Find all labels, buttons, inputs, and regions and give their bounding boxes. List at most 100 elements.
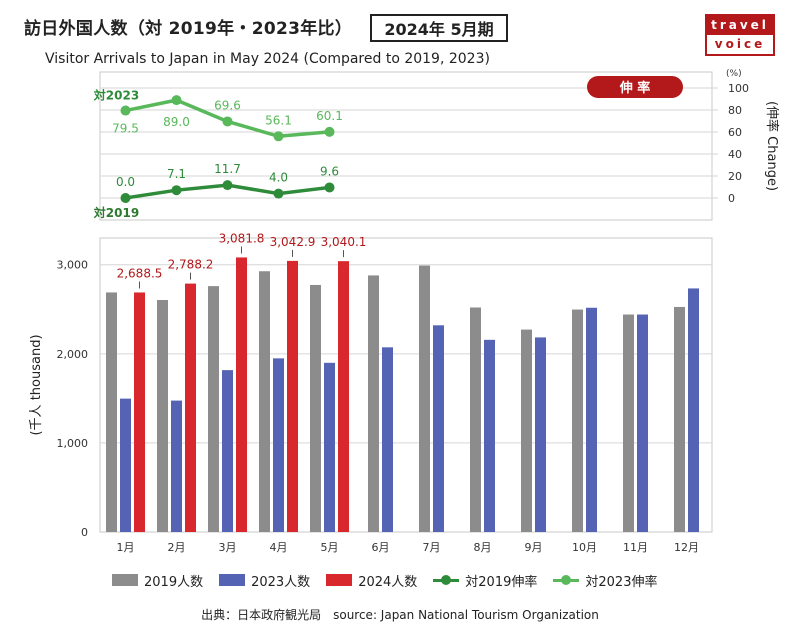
legend-item-2019: 2019人数 bbox=[112, 571, 203, 590]
legend-item-vs2023: 対2023伸率 bbox=[553, 571, 657, 590]
rate-point-対2019 bbox=[171, 185, 182, 196]
rate-data-label: 9.6 bbox=[320, 164, 339, 178]
legend-swatch-2019 bbox=[112, 574, 138, 586]
bars-x-tick-label: 9月 bbox=[525, 541, 543, 554]
legend-swatch-vs2023 bbox=[553, 574, 580, 586]
rates-y-tick-label: 20 bbox=[728, 170, 742, 183]
rates-y-tick-label: 80 bbox=[728, 104, 742, 117]
bar-data-label: 3,042.9 bbox=[270, 235, 316, 249]
rate-data-label: 56.1 bbox=[265, 113, 292, 127]
bar-2024人数-2月 bbox=[185, 283, 196, 532]
bars-y-tick-label: 1,000 bbox=[57, 437, 89, 450]
rate-series-tag: 対2023 bbox=[93, 88, 139, 103]
bar-2019人数-9月 bbox=[521, 329, 532, 532]
rates-y-unit: (%) bbox=[726, 69, 742, 79]
rates-plot-frame bbox=[99, 71, 713, 221]
rate-point-対2019 bbox=[273, 188, 284, 199]
bars-x-tick-label: 10月 bbox=[572, 541, 597, 554]
bar-data-label: 2,788.2 bbox=[168, 258, 214, 272]
bar-2024人数-1月 bbox=[134, 292, 145, 532]
bar-2023人数-4月 bbox=[273, 358, 284, 532]
rate-data-label: 0.0 bbox=[116, 175, 135, 189]
bar-2023人数-8月 bbox=[484, 339, 495, 532]
bar-2024人数-4月 bbox=[287, 260, 298, 532]
rate-point-対2023 bbox=[120, 105, 131, 116]
rates-y-tick-label: 100 bbox=[728, 82, 749, 95]
bar-2019人数-2月 bbox=[157, 300, 168, 532]
rate-data-label: 89.0 bbox=[163, 115, 190, 129]
bar-2023人数-2月 bbox=[171, 400, 182, 532]
bars-x-tick-label: 12月 bbox=[674, 541, 699, 554]
bars-x-tick-label: 8月 bbox=[474, 541, 492, 554]
bar-2019人数-4月 bbox=[259, 271, 270, 532]
legend-label-vs2023: 対2023伸率 bbox=[585, 574, 658, 590]
legend-swatch-2024 bbox=[326, 574, 353, 586]
bar-2019人数-11月 bbox=[623, 314, 634, 532]
legend-swatch-vs2019 bbox=[433, 574, 460, 586]
bar-2019人数-1月 bbox=[106, 292, 117, 532]
rate-point-対2023 bbox=[222, 116, 233, 127]
bars-x-tick-label: 11月 bbox=[623, 541, 648, 554]
rate-data-label: 11.7 bbox=[214, 162, 241, 176]
bar-2023人数-1月 bbox=[120, 398, 131, 532]
bar-2023人数-6月 bbox=[382, 347, 393, 532]
rate-point-対2019 bbox=[222, 180, 233, 191]
bars-x-tick-label: 3月 bbox=[219, 541, 237, 554]
chart-title-jp: 訪日外国人数（対 2019年・2023年比） bbox=[24, 19, 353, 39]
bar-2019人数-3月 bbox=[208, 286, 219, 532]
legend: 2019人数 2023人数 2024人数 対2019伸率 対2023伸率 bbox=[112, 571, 673, 590]
bars-x-tick-label: 5月 bbox=[321, 541, 339, 554]
legend-label-2019: 2019人数 bbox=[144, 574, 204, 590]
bar-2023人数-12月 bbox=[688, 288, 699, 532]
bars-x-tick-label: 2月 bbox=[168, 541, 186, 554]
bar-2019人数-10月 bbox=[572, 309, 583, 532]
bar-2023人数-11月 bbox=[637, 314, 648, 532]
bars-y-tick-label: 2,000 bbox=[57, 348, 89, 361]
bar-2023人数-7月 bbox=[433, 325, 444, 532]
source-note: 出典：日本政府観光局 source: Japan National Touris… bbox=[201, 608, 599, 622]
legend-item-2024: 2024人数 bbox=[326, 571, 417, 590]
legend-swatch-2023 bbox=[219, 574, 246, 586]
rate-series-tag: 対2019 bbox=[93, 205, 139, 220]
rate-data-label: 60.1 bbox=[316, 109, 343, 123]
bar-2019人数-7月 bbox=[419, 265, 430, 532]
bar-2023人数-10月 bbox=[586, 307, 597, 532]
badge-bg bbox=[587, 76, 683, 98]
bar-2019人数-12月 bbox=[674, 306, 685, 532]
bars-y-tick-label: 3,000 bbox=[57, 259, 89, 272]
rate-point-対2023 bbox=[324, 126, 335, 137]
arrivals-panel: 0 1,000 2,000 3,000 (千人 thousand) 2,688.5 1月 2,… bbox=[29, 231, 713, 554]
bar-2023人数-5月 bbox=[324, 362, 335, 532]
rates-y-tick-label: 40 bbox=[728, 148, 742, 161]
change-rate-badge: 伸 率 bbox=[587, 76, 683, 98]
bars-y-tick-label: 0 bbox=[81, 526, 88, 539]
rate-point-対2023 bbox=[273, 131, 284, 142]
rates-y-axis-label: (伸率 Change) bbox=[764, 101, 780, 191]
bars-x-tick-label: 7月 bbox=[423, 541, 441, 554]
bar-2019人数-8月 bbox=[470, 307, 481, 532]
logo-text-top: travel bbox=[707, 16, 773, 35]
rate-point-対2023 bbox=[171, 95, 182, 106]
bar-2024人数-3月 bbox=[236, 257, 247, 532]
legend-label-2024: 2024人数 bbox=[358, 574, 418, 590]
rates-y-tick-label: 60 bbox=[728, 126, 742, 139]
rate-point-対2019 bbox=[120, 193, 131, 203]
period-box: 2024年 5月期 bbox=[370, 14, 508, 42]
rate-data-label: 7.1 bbox=[167, 167, 186, 181]
bars-plot-frame bbox=[99, 237, 713, 533]
bars-x-tick-label: 1月 bbox=[117, 541, 135, 554]
bar-data-label: 3,081.8 bbox=[219, 231, 265, 245]
bars-x-tick-label: 6月 bbox=[372, 541, 390, 554]
rate-data-label: 69.6 bbox=[214, 98, 241, 112]
rates-y-tick-label: 0 bbox=[728, 192, 735, 205]
legend-item-2023: 2023人数 bbox=[219, 571, 310, 590]
bar-2023人数-3月 bbox=[222, 370, 233, 532]
bars-x-tick-label: 4月 bbox=[270, 541, 288, 554]
legend-label-2023: 2023人数 bbox=[251, 574, 311, 590]
legend-label-vs2019: 対2019伸率 bbox=[465, 574, 538, 590]
travelvoice-logo: travel voice bbox=[705, 14, 775, 56]
bars-y-axis-label: (千人 thousand) bbox=[29, 334, 44, 435]
bar-data-label: 3,040.1 bbox=[321, 235, 367, 249]
rate-data-label: 79.5 bbox=[112, 122, 139, 136]
chart-canvas: 0 20 40 60 80 100 (%) (伸率 Change) 伸 率 79.5 89.0 69.… bbox=[29, 69, 780, 554]
